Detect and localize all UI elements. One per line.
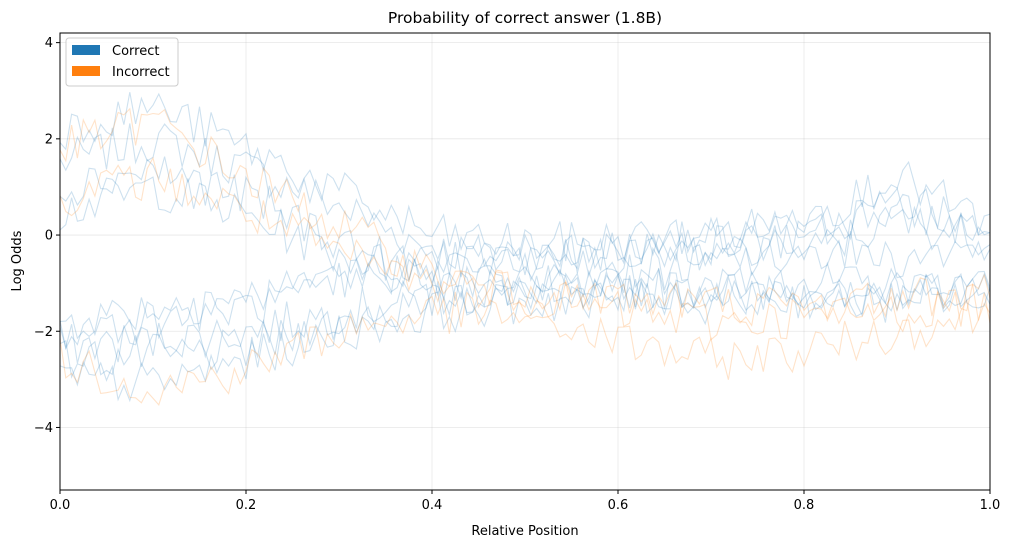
x-tick-label: 0.2	[236, 498, 257, 513]
series-line	[59, 107, 991, 341]
series-line	[59, 291, 991, 406]
series-line	[59, 184, 991, 340]
plot-frame	[59, 32, 991, 491]
x-tick-label: 0.6	[608, 498, 629, 513]
legend: Correct Incorrect	[65, 37, 179, 87]
y-tick-label: −4	[34, 421, 53, 436]
x-axis-label: Relative Position	[471, 524, 578, 539]
legend-swatch	[72, 66, 100, 76]
legend-label: Incorrect	[112, 65, 170, 80]
series-line	[59, 92, 991, 262]
series-line	[59, 156, 991, 327]
series-line	[59, 205, 991, 379]
x-tick-label: 0.8	[794, 498, 815, 513]
axis-ticks: 0.0 0.2 0.4 0.6 0.8 1.0 −4 −2 0 2 4	[34, 36, 1001, 513]
series-layer	[59, 92, 991, 406]
x-tick-label: 1.0	[980, 498, 1001, 513]
series-line	[59, 123, 991, 282]
series-line	[59, 261, 991, 364]
series-line	[59, 224, 991, 351]
x-tick-label: 0.0	[50, 498, 71, 513]
x-tick-label: 0.4	[422, 498, 443, 513]
series-line	[59, 156, 991, 326]
y-tick-label: 0	[45, 229, 53, 244]
y-tick-label: −2	[34, 325, 53, 340]
series-line	[59, 176, 991, 310]
grid	[59, 33, 991, 490]
series-line	[59, 269, 991, 403]
y-tick-label: 2	[45, 132, 53, 147]
chart-title: Probability of correct answer (1.8B)	[388, 9, 662, 27]
legend-label: Correct	[112, 44, 159, 59]
y-axis-label: Log Odds	[10, 230, 25, 291]
legend-swatch	[72, 45, 100, 55]
y-tick-label: 4	[45, 36, 53, 51]
